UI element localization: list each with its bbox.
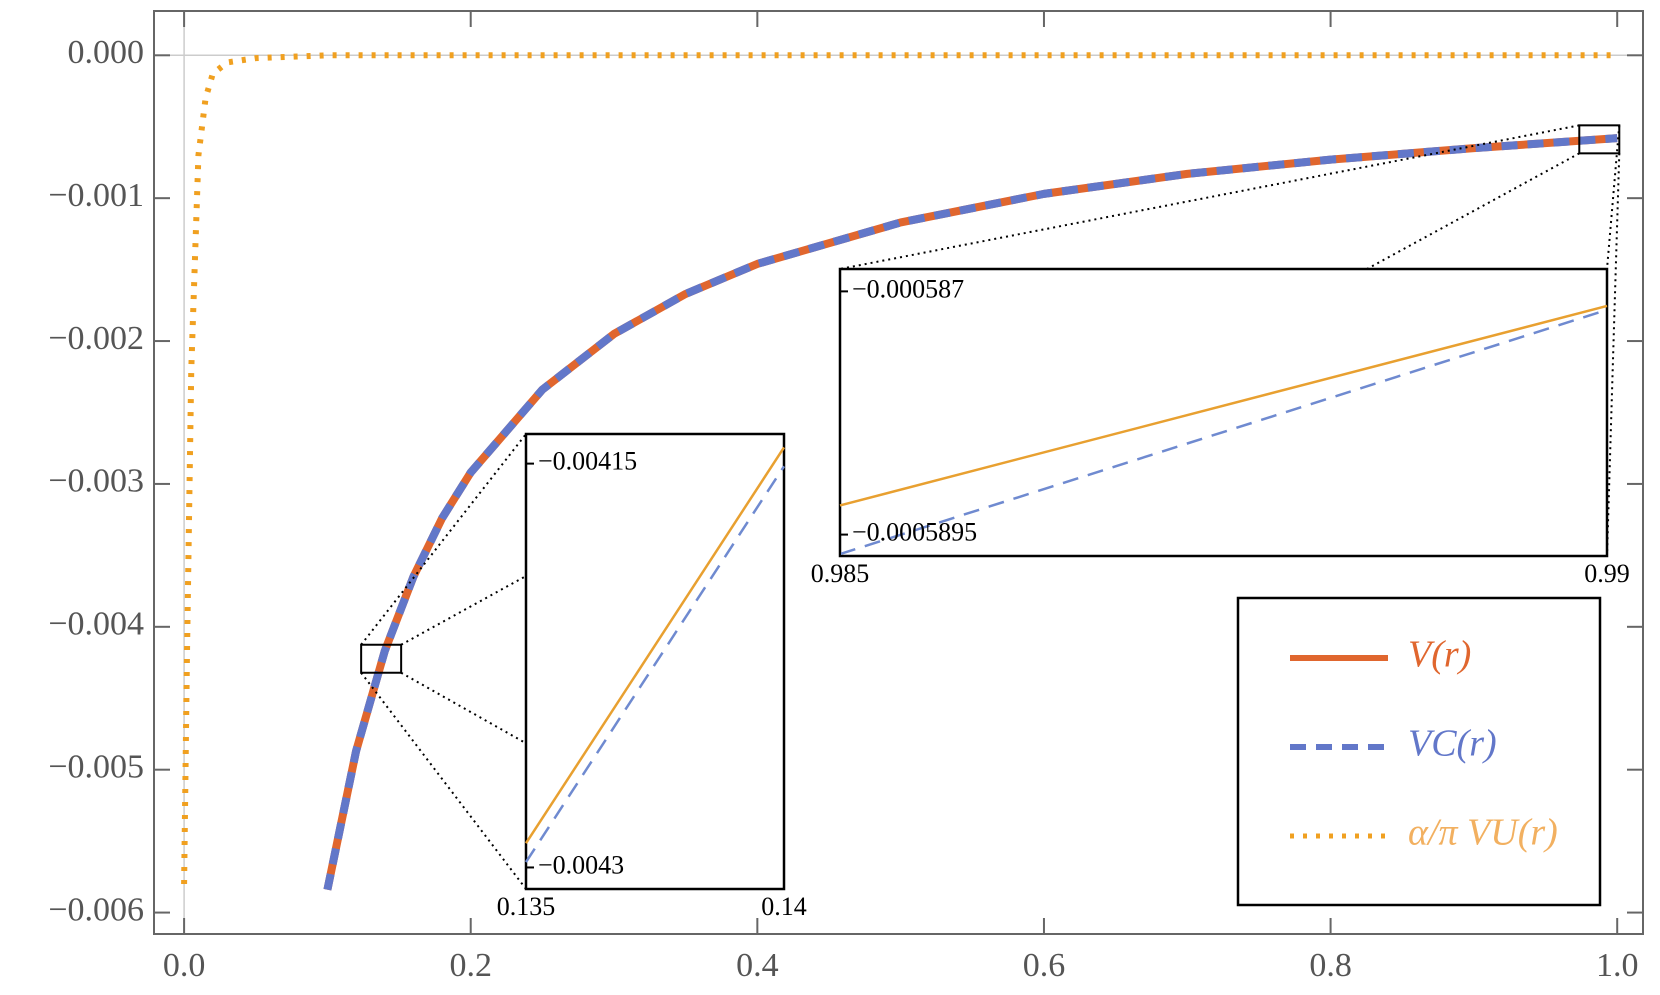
inset-x-tick-label: 0.135 [497, 892, 556, 921]
x-tick-label: 1.0 [1596, 947, 1639, 984]
x-tick-label: 0.4 [736, 947, 779, 984]
zoom-box [360, 643, 403, 674]
y-tick-label: −0.004 [48, 606, 144, 643]
inset-frame [838, 267, 1609, 558]
y-tick-label: −0.005 [48, 748, 144, 785]
line-series [181, 52, 1618, 885]
inset-y-tick-label: −0.00415 [538, 447, 637, 476]
zoom-connector [400, 433, 785, 646]
zoom-box [1578, 124, 1621, 155]
x-tick-label: 0.0 [163, 947, 206, 984]
y-tick-label: 0.000 [68, 34, 145, 71]
y-tick-label: −0.006 [48, 891, 144, 928]
zoom-connector [1606, 153, 1621, 557]
zoom-connector [360, 672, 527, 890]
inset-y-tick-label: −0.000587 [852, 274, 964, 303]
x-tick-label: 0.2 [449, 947, 492, 984]
x-tick-label: 0.8 [1309, 947, 1352, 984]
inset-x-tick-label: 0.14 [761, 892, 807, 921]
line-series [839, 304, 1608, 507]
inset-x-tick-label: 0.99 [1584, 559, 1630, 588]
zoom-connector [360, 433, 527, 646]
y-tick-label: −0.003 [48, 463, 144, 500]
inset-frame [524, 432, 786, 891]
legend-box [1236, 596, 1602, 907]
line-series [524, 446, 786, 844]
y-tick-label: −0.001 [48, 177, 144, 214]
zoom-connector [1606, 125, 1621, 270]
plot-frame [153, 10, 1644, 935]
line-series [323, 134, 1618, 891]
line-series [524, 465, 786, 863]
line-series [839, 308, 1608, 556]
inset-y-tick-label: −0.0043 [538, 850, 624, 879]
legend-label: V(r) [1408, 634, 1471, 676]
legend-label: α/π VU(r) [1408, 812, 1558, 854]
inset-y-tick-label: −0.0005895 [852, 518, 977, 547]
inset-x-tick-label: 0.985 [811, 559, 870, 588]
y-tick-label: −0.002 [48, 320, 144, 357]
x-tick-label: 0.6 [1023, 947, 1066, 984]
legend-label: VC(r) [1408, 723, 1497, 765]
